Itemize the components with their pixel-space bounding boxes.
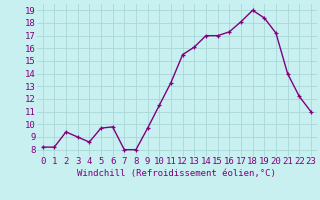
- X-axis label: Windchill (Refroidissement éolien,°C): Windchill (Refroidissement éolien,°C): [77, 169, 276, 178]
